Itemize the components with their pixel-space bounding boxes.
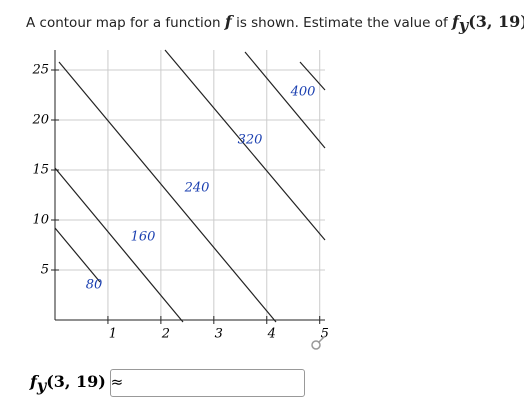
math-sub: y [458,15,469,35]
contour-line [164,49,326,241]
answer-input[interactable] [110,369,305,397]
question-text: A contour map for a function [26,15,221,31]
x-tick-label: 1 [109,327,117,342]
contour-label: 160 [131,230,156,245]
contour-line [244,51,326,149]
contour-line [54,227,101,283]
y-tick-label: 5 [41,263,49,278]
contour-label: 400 [290,85,316,100]
question: A contour map for a function f is shown.… [26,12,524,35]
approx: ≈ [110,373,124,391]
math-point: (3, 19) [468,12,524,31]
y-tick-label: 15 [32,163,49,178]
contour-label: 320 [238,133,263,148]
contours [54,49,326,323]
y-tick-label: 10 [32,213,49,228]
math-sub: y [36,376,47,395]
x-tick-label: 2 [161,327,170,342]
contour-line [299,61,326,91]
question-text: is shown. Estimate the value of [236,15,448,31]
contour-label: 80 [86,278,103,293]
x-tick-label: 4 [267,327,276,342]
contour-line [58,61,277,323]
math-point: (3, 19) [46,372,106,391]
contour-label: 240 [184,181,210,196]
math-f: f [452,12,459,31]
y-tick-label: 25 [31,63,49,78]
contour-line [54,167,184,323]
answer-label: fy(3, 19) ≈ [30,372,123,395]
x-tick-label: 3 [215,327,223,342]
math-f: f [224,12,232,31]
zoom-icon[interactable] [311,335,326,350]
x-tick-label: 5 [321,327,329,342]
math-f: f [30,372,37,391]
y-tick-label: 20 [31,113,49,128]
